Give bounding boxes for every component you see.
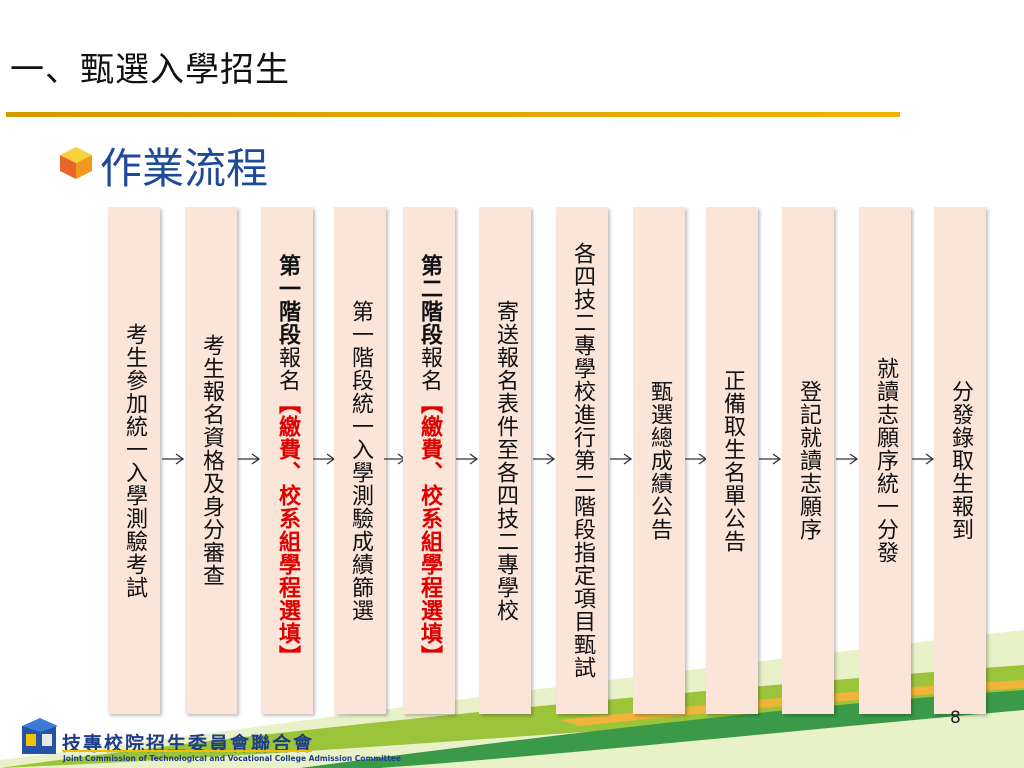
section-heading: 作業流程 [100,144,269,193]
flow-step-8: 甄選總成績公告 [633,207,685,714]
flow-step-plain-text: 各四技二專學校進行第二階段指定項目甄試 [570,242,595,679]
flow-step-10: 登記就讀志願序 [782,207,834,714]
title-underline [6,112,900,117]
flow-step-12: 分發錄取生報到 [934,207,986,714]
organization-divider [62,750,312,752]
right-arrow-icon [911,453,934,465]
flow-step-text: 分發錄取生報到 [947,380,973,541]
flow-step-plain-text: 分發錄取生報到 [948,380,973,541]
flow-step-plain-text: 正備取生名單公告 [720,368,745,553]
right-arrow-icon [759,453,782,465]
flow-step-9: 正備取生名單公告 [706,207,758,714]
flow-step-plain-text: 甄選總成績公告 [647,380,672,541]
book-logo-icon [22,718,58,754]
flow-step-3: 第一階段報名【繳費、校系組學程選填】 [261,207,313,714]
right-arrow-icon [609,453,632,465]
cube-bullet-icon [60,147,92,179]
flow-step-red-text: 【繳費、校系組學程選填】 [417,391,442,668]
right-arrow-icon [532,453,555,465]
flow-step-plain-text: 報名 [417,345,442,392]
page-number: 8 [950,708,961,728]
flow-step-text: 第二階段報名【繳費、校系組學程選填】 [416,254,442,668]
flow-step-7: 各四技二專學校進行第二階段指定項目甄試 [556,207,608,714]
flow-step-1: 考生參加統一入學測驗考試 [108,207,160,714]
right-arrow-icon [684,453,707,465]
page-title: 一、甄選入學招生 [10,50,290,90]
right-arrow-icon [312,453,335,465]
right-arrow-icon [456,453,479,465]
flow-step-2: 考生報名資格及身分審查 [185,207,237,714]
organization-name: 技專校院招生委員會聯合會 [62,733,315,755]
flow-step-text: 就讀志願序統一分發 [872,357,898,564]
right-arrow-icon [835,453,858,465]
flow-step-text: 正備取生名單公告 [719,369,745,553]
right-arrow-icon [238,453,261,465]
flow-step-text: 考生報名資格及身分審查 [198,334,224,587]
flow-step-red-text: 【繳費、校系組學程選填】 [275,391,300,668]
organization-name-english: Joint Commission of Technological and Vo… [63,754,402,763]
flow-step-text: 第一階段報名【繳費、校系組學程選填】 [274,254,300,668]
flow-step-text: 考生參加統一入學測驗考試 [121,323,147,599]
flow-step-bold-text: 第二階段 [417,253,442,346]
flow-step-6: 寄送報名表件至各四技二專學校 [479,207,531,714]
flow-step-text: 各四技二專學校進行第二階段指定項目甄試 [569,242,595,679]
flow-step-plain-text: 第一階段統一入學測驗成績篩選 [348,299,373,622]
flow-step-11: 就讀志願序統一分發 [859,207,911,714]
flow-step-plain-text: 報名 [275,345,300,392]
flow-step-plain-text: 考生參加統一入學測驗考試 [122,322,147,599]
flow-step-text: 第一階段統一入學測驗成績篩選 [347,300,373,622]
flow-step-5: 第二階段報名【繳費、校系組學程選填】 [403,207,455,714]
flow-step-plain-text: 登記就讀志願序 [796,380,821,541]
flow-step-text: 甄選總成績公告 [646,380,672,541]
flow-step-plain-text: 考生報名資格及身分審查 [199,334,224,587]
right-arrow-icon [161,453,184,465]
flow-step-text: 寄送報名表件至各四技二專學校 [492,300,518,622]
flow-step-plain-text: 寄送報名表件至各四技二專學校 [493,299,518,622]
flow-step-plain-text: 就讀志願序統一分發 [873,357,898,564]
flow-step-bold-text: 第一階段 [275,253,300,346]
flow-step-text: 登記就讀志願序 [795,380,821,541]
flow-step-4: 第一階段統一入學測驗成績篩選 [334,207,386,714]
